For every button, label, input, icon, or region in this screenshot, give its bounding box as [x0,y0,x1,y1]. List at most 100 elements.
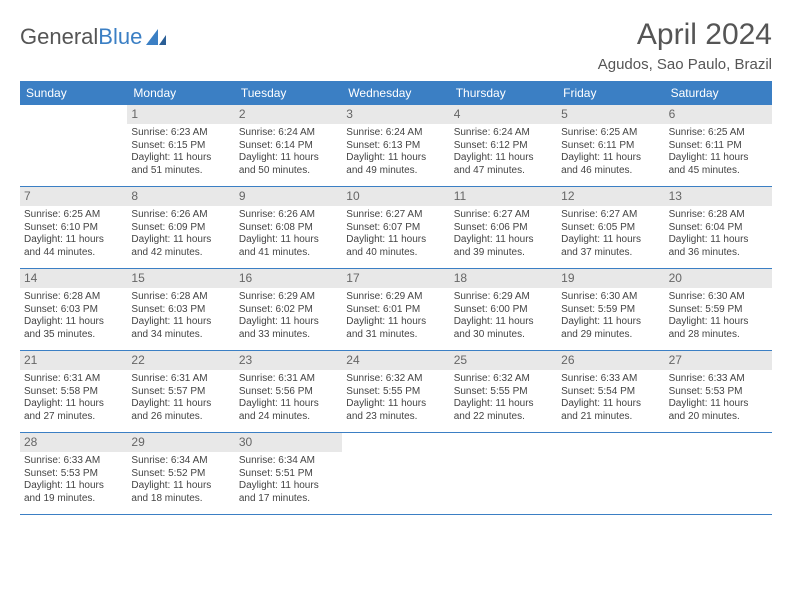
day-sunset: Sunset: 6:11 PM [669,140,768,153]
day-sunrise: Sunrise: 6:33 AM [561,373,660,386]
day-dl1: Daylight: 11 hours [454,398,553,411]
day-number: 18 [450,269,557,288]
day-dl2: and 22 minutes. [454,411,553,424]
day-dl2: and 19 minutes. [24,493,123,506]
weekday-header: Friday [557,81,664,105]
day-dl1: Daylight: 11 hours [669,316,768,329]
day-number: 15 [127,269,234,288]
calendar-cell: 22Sunrise: 6:31 AMSunset: 5:57 PMDayligh… [127,351,234,433]
day-sunset: Sunset: 6:09 PM [131,222,230,235]
day-dl1: Daylight: 11 hours [24,480,123,493]
day-number: 2 [235,105,342,124]
calendar-cell: 8Sunrise: 6:26 AMSunset: 6:09 PMDaylight… [127,187,234,269]
day-dl2: and 45 minutes. [669,165,768,178]
calendar-cell: 15Sunrise: 6:28 AMSunset: 6:03 PMDayligh… [127,269,234,351]
day-number: 26 [557,351,664,370]
day-dl2: and 29 minutes. [561,329,660,342]
day-number: 29 [127,433,234,452]
day-dl2: and 37 minutes. [561,247,660,260]
day-dl1: Daylight: 11 hours [239,316,338,329]
day-dl1: Daylight: 11 hours [454,316,553,329]
calendar-cell [450,433,557,515]
day-sunset: Sunset: 6:01 PM [346,304,445,317]
day-sunset: Sunset: 5:53 PM [24,468,123,481]
day-dl1: Daylight: 11 hours [131,152,230,165]
day-sunrise: Sunrise: 6:24 AM [346,127,445,140]
calendar-cell: 1Sunrise: 6:23 AMSunset: 6:15 PMDaylight… [127,105,234,187]
day-dl1: Daylight: 11 hours [561,152,660,165]
day-sunrise: Sunrise: 6:31 AM [24,373,123,386]
calendar-cell: 20Sunrise: 6:30 AMSunset: 5:59 PMDayligh… [665,269,772,351]
day-dl1: Daylight: 11 hours [669,398,768,411]
day-dl2: and 51 minutes. [131,165,230,178]
day-sunset: Sunset: 6:06 PM [454,222,553,235]
day-sunset: Sunset: 6:15 PM [131,140,230,153]
day-sunset: Sunset: 5:51 PM [239,468,338,481]
day-number: 21 [20,351,127,370]
day-number: 7 [20,187,127,206]
day-sunrise: Sunrise: 6:30 AM [669,291,768,304]
day-sunrise: Sunrise: 6:24 AM [454,127,553,140]
day-dl2: and 33 minutes. [239,329,338,342]
day-dl2: and 28 minutes. [669,329,768,342]
day-sunset: Sunset: 5:52 PM [131,468,230,481]
calendar-cell: 13Sunrise: 6:28 AMSunset: 6:04 PMDayligh… [665,187,772,269]
logo: GeneralBlue [20,18,170,50]
day-dl1: Daylight: 11 hours [131,234,230,247]
calendar-cell: 5 Sunrise: 6:25 AMSunset: 6:11 PMDaylight… [557,105,664,187]
day-sunrise: Sunrise: 6:34 AM [239,455,338,468]
day-number: 23 [235,351,342,370]
day-dl1: Daylight: 11 hours [561,398,660,411]
day-sunset: Sunset: 6:07 PM [346,222,445,235]
day-number: 14 [20,269,127,288]
calendar-cell: 18Sunrise: 6:29 AMSunset: 6:00 PMDayligh… [450,269,557,351]
day-dl1: Daylight: 11 hours [131,398,230,411]
day-number: 11 [450,187,557,206]
day-number: 6 [665,105,772,124]
day-sunrise: Sunrise: 6:23 AM [131,127,230,140]
day-sunrise: Sunrise: 6:25 AM [561,127,660,140]
day-dl1: Daylight: 11 hours [131,480,230,493]
day-dl2: and 23 minutes. [346,411,445,424]
day-dl2: and 26 minutes. [131,411,230,424]
day-number: 28 [20,433,127,452]
day-sunrise: Sunrise: 6:29 AM [346,291,445,304]
day-number: 19 [557,269,664,288]
day-dl1: Daylight: 11 hours [239,398,338,411]
calendar-cell: 21Sunrise: 6:31 AMSunset: 5:58 PMDayligh… [20,351,127,433]
weekday-header: Wednesday [342,81,449,105]
day-sunrise: Sunrise: 6:27 AM [454,209,553,222]
day-dl2: and 50 minutes. [239,165,338,178]
day-dl1: Daylight: 11 hours [346,152,445,165]
calendar-cell: 30 Sunrise: 6:34 AMSunset: 5:51 PMDayligh… [235,433,342,515]
day-dl1: Daylight: 11 hours [669,234,768,247]
calendar-cell: 28 Sunrise: 6:33 AMSunset: 5:53 PMDayligh… [20,433,127,515]
calendar-cell: 9Sunrise: 6:26 AMSunset: 6:08 PMDaylight… [235,187,342,269]
day-dl1: Daylight: 11 hours [346,234,445,247]
day-number: 30 [235,433,342,452]
location-subtitle: Agudos, Sao Paulo, Brazil [20,56,772,73]
day-number: 24 [342,351,449,370]
day-sunset: Sunset: 6:02 PM [239,304,338,317]
day-dl1: Daylight: 11 hours [24,316,123,329]
calendar-cell: 23 Sunrise: 6:31 AMSunset: 5:56 PMDayligh… [235,351,342,433]
day-dl1: Daylight: 11 hours [454,152,553,165]
day-sunrise: Sunrise: 6:26 AM [239,209,338,222]
weekday-header: Tuesday [235,81,342,105]
day-sunset: Sunset: 6:00 PM [454,304,553,317]
day-sunrise: Sunrise: 6:31 AM [131,373,230,386]
day-sunrise: Sunrise: 6:25 AM [669,127,768,140]
day-sunset: Sunset: 6:11 PM [561,140,660,153]
day-dl2: and 40 minutes. [346,247,445,260]
logo-sail-icon [144,27,170,47]
day-dl2: and 31 minutes. [346,329,445,342]
day-sunrise: Sunrise: 6:31 AM [239,373,338,386]
day-sunset: Sunset: 5:54 PM [561,386,660,399]
day-dl1: Daylight: 11 hours [239,480,338,493]
day-sunset: Sunset: 5:55 PM [346,386,445,399]
day-dl2: and 41 minutes. [239,247,338,260]
day-sunset: Sunset: 5:56 PM [239,386,338,399]
day-number: 4 [450,105,557,124]
day-sunrise: Sunrise: 6:33 AM [24,455,123,468]
day-number: 5 [557,105,664,124]
